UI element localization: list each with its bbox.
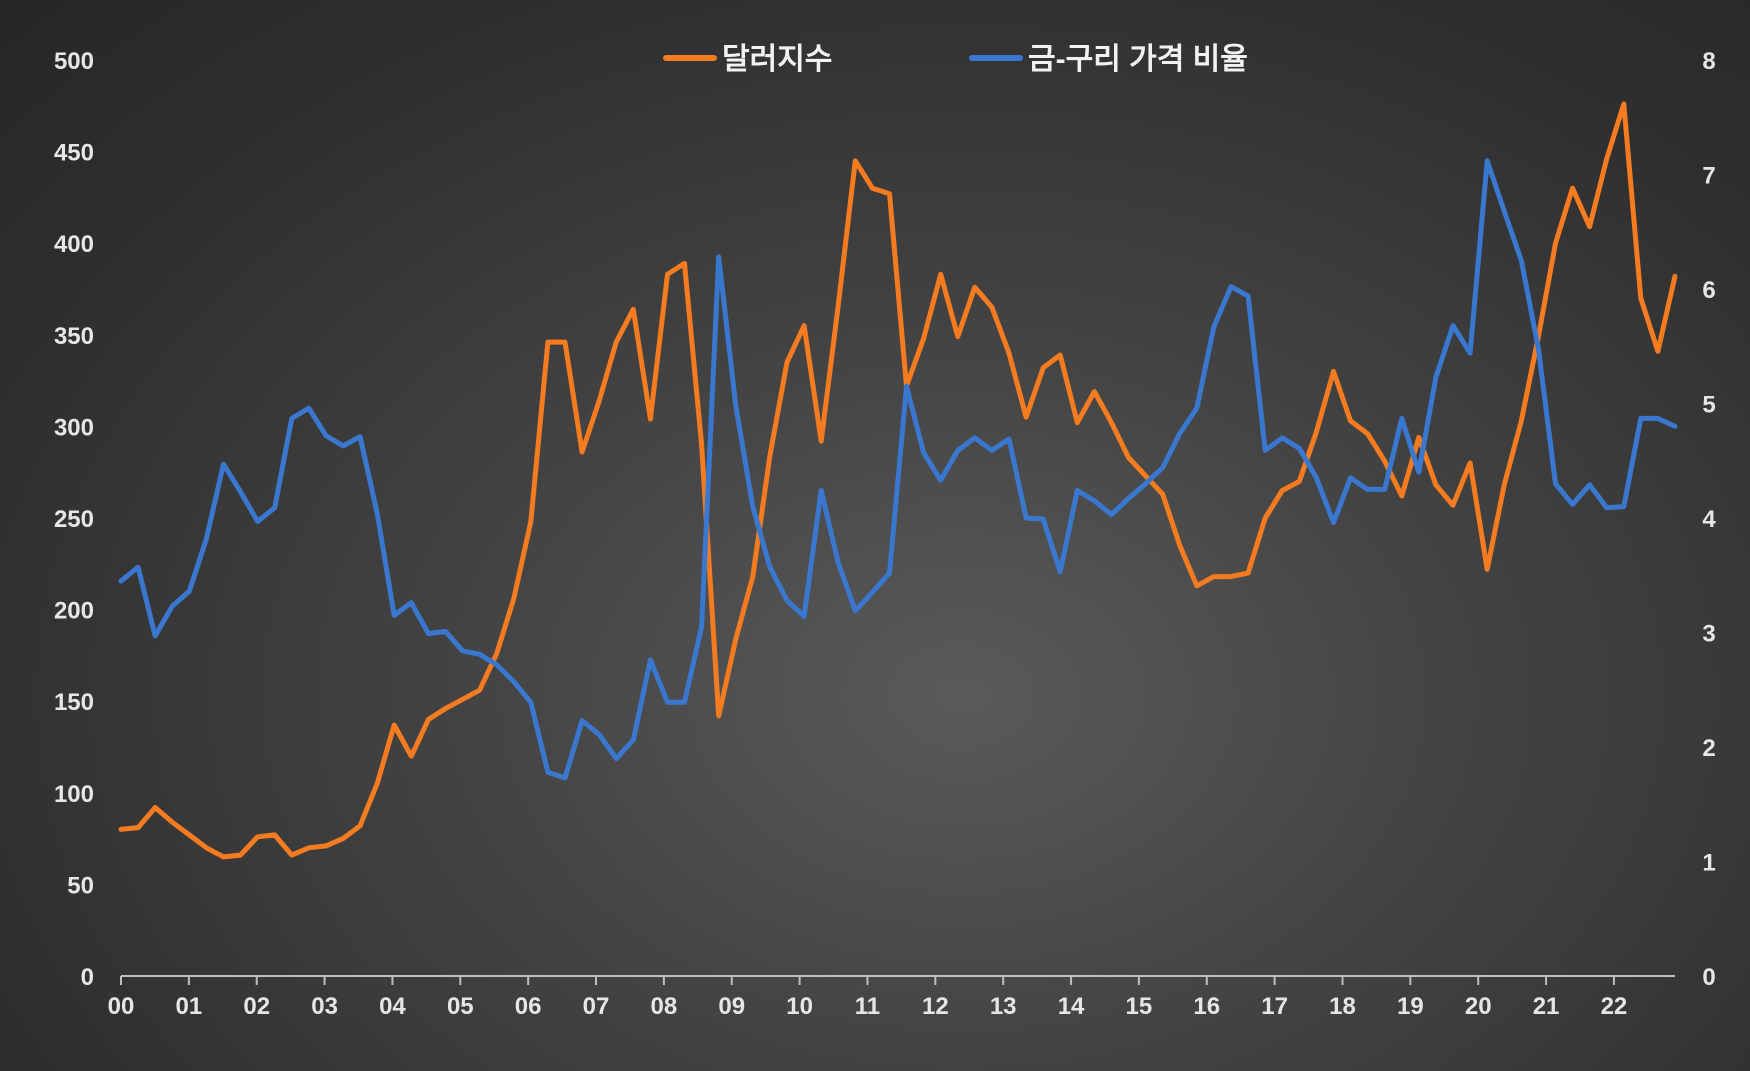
series-line-dollar-index <box>118 101 1678 860</box>
legend: 달러지수 금-구리 가격 비율 <box>663 43 1248 76</box>
y-left-tick-label: 500 <box>54 48 94 75</box>
axis-layer: 00 01 02 03 04 05 06 07 08 09 10 11 12 13 14 15 16 17 18 19… <box>54 48 1716 1020</box>
y-right-tick-label: 4 <box>1702 506 1716 533</box>
y-right-tick-label: 3 <box>1702 621 1715 648</box>
x-tick-label: 17 <box>1261 993 1288 1020</box>
x-tick-label: 10 <box>786 993 813 1020</box>
x-tick-label: 13 <box>990 993 1017 1020</box>
x-tick-label: 16 <box>1193 993 1220 1020</box>
y-right-tick-label: 2 <box>1702 735 1715 762</box>
x-tick-label: 14 <box>1058 993 1085 1020</box>
series-line-gold-copper-ratio <box>118 158 1678 781</box>
y-left-tick-label: 250 <box>54 506 94 533</box>
y-left-tick-label: 200 <box>54 598 94 625</box>
x-tick-label: 08 <box>651 993 678 1020</box>
y-left-tick-label: 50 <box>67 872 94 899</box>
y-right-tick-label: 5 <box>1702 392 1715 419</box>
y-left-tick-label: 150 <box>54 689 94 716</box>
x-tick-label: 12 <box>922 993 949 1020</box>
y-right-tick-label: 8 <box>1702 48 1715 75</box>
y-left-tick-label: 300 <box>54 414 94 441</box>
x-tick-label: 09 <box>718 993 745 1020</box>
series-layer <box>118 101 1678 860</box>
x-tick-label: 02 <box>243 993 270 1020</box>
y-right-tick-label: 7 <box>1702 163 1715 190</box>
y-left-tick-label: 450 <box>54 140 94 167</box>
x-tick-label: 03 <box>311 993 338 1020</box>
y-left-tick-label: 400 <box>54 231 94 258</box>
x-tick-label: 15 <box>1126 993 1153 1020</box>
y-left-tick-label: 0 <box>81 964 94 991</box>
x-tick-label: 05 <box>447 993 474 1020</box>
x-tick-label: 18 <box>1329 993 1356 1020</box>
x-tick-label: 22 <box>1601 993 1628 1020</box>
y-left-tick-label: 350 <box>54 323 94 350</box>
x-tick-label: 19 <box>1397 993 1424 1020</box>
x-tick-label: 20 <box>1465 993 1492 1020</box>
x-tick-label: 01 <box>176 993 203 1020</box>
x-tick-label: 06 <box>515 993 542 1020</box>
y-right-tick-label: 1 <box>1702 850 1715 877</box>
x-tick-label: 11 <box>855 993 880 1020</box>
y-left-tick-label: 100 <box>54 781 94 808</box>
legend-label-gold-copper-ratio: 금-구리 가격 비율 <box>1028 43 1248 76</box>
x-tick-label: 00 <box>108 993 135 1020</box>
y-right-tick-label: 6 <box>1702 277 1715 304</box>
y-right-tick-label: 0 <box>1702 964 1715 991</box>
x-tick-label: 04 <box>379 993 406 1020</box>
x-tick-label: 21 <box>1533 993 1560 1020</box>
x-tick-label: 07 <box>583 993 610 1020</box>
legend-label-dollar-index: 달러지수 <box>722 43 832 76</box>
